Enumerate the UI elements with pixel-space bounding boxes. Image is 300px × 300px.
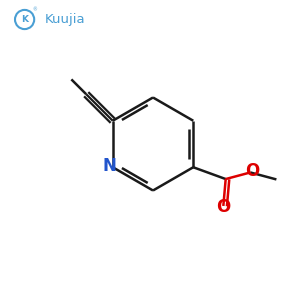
Text: O: O (245, 162, 259, 180)
Text: K: K (21, 15, 28, 24)
Text: Kuujia: Kuujia (45, 13, 86, 26)
Text: ®: ® (33, 7, 38, 12)
Text: O: O (216, 198, 230, 216)
Text: N: N (102, 157, 116, 175)
